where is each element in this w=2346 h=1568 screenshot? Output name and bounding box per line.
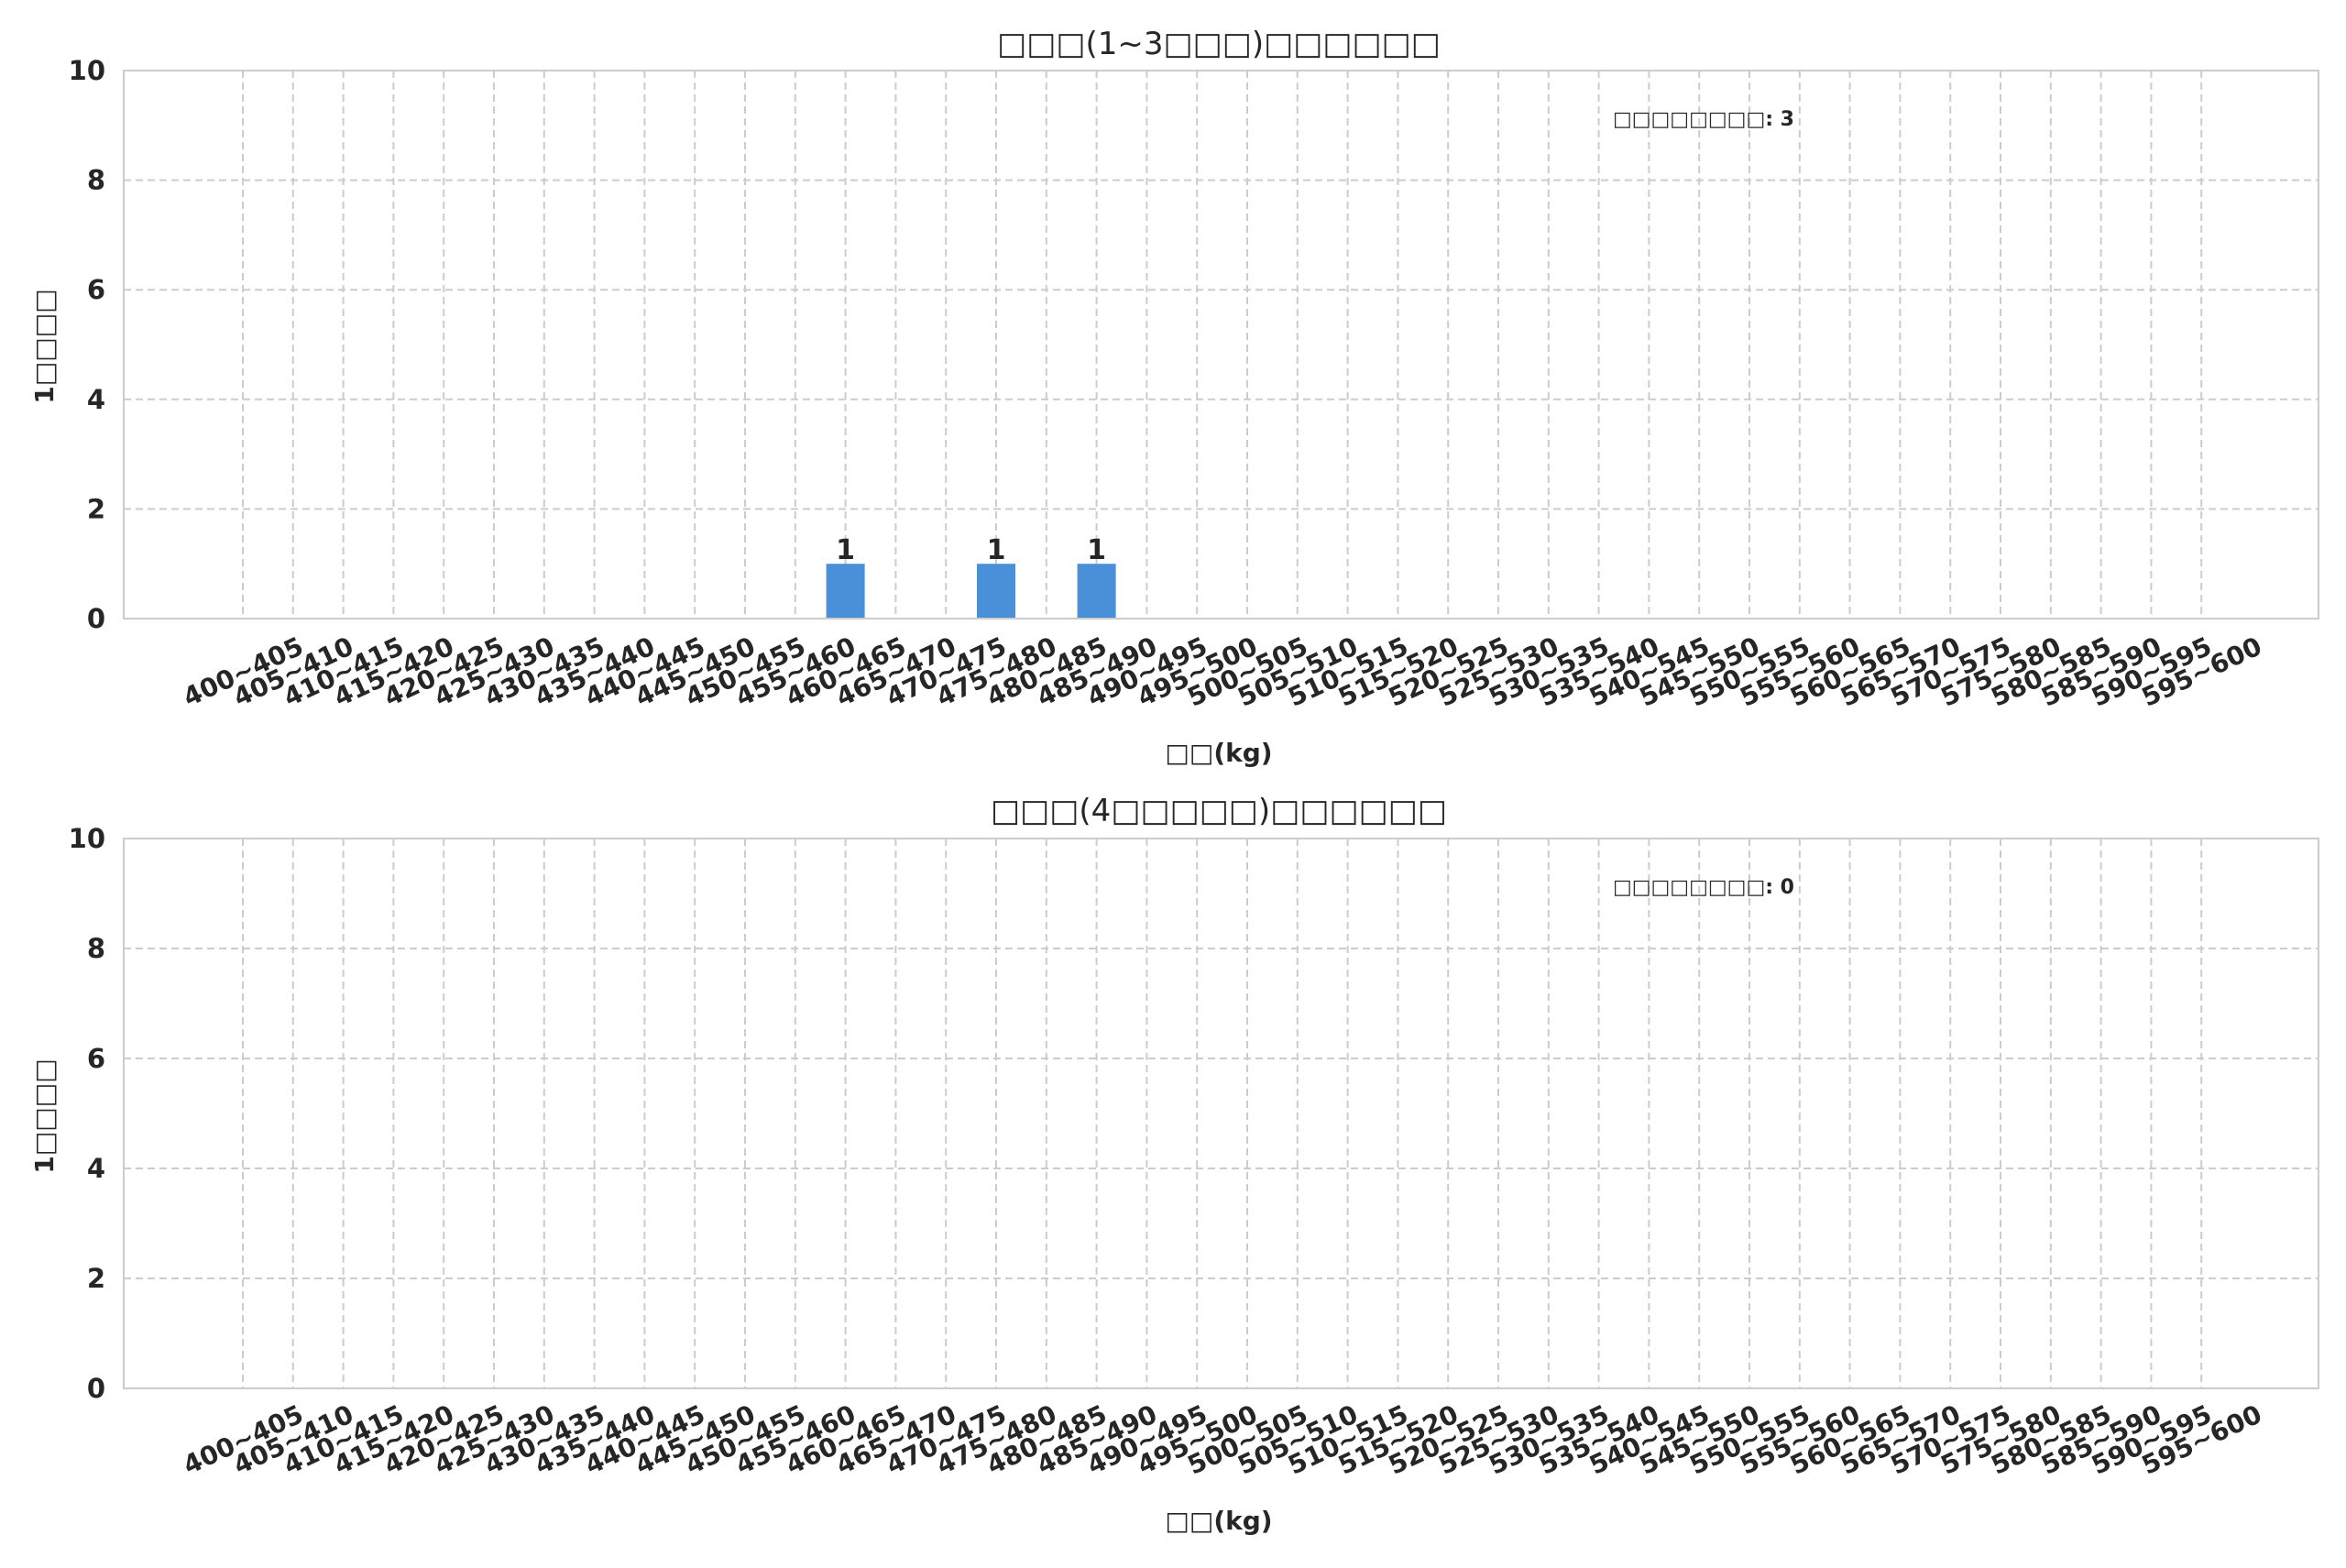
upper-bar-485~490 — [1077, 564, 1116, 619]
upper-y-tick-label: 4 — [87, 384, 105, 415]
upper-plot-frame — [123, 70, 2319, 620]
lower-chart-title: □□□(4□□□□□)□□□□□□ — [991, 793, 1447, 829]
upper-y-axis-label: 1□□□□ — [29, 289, 60, 403]
upper-y-tick-label: 0 — [87, 603, 105, 634]
lower-y-tick-label: 6 — [87, 1043, 105, 1074]
lower-y-tick-label: 10 — [69, 823, 105, 854]
lower-plot-frame — [123, 838, 2319, 1389]
upper-y-tick-label: 8 — [87, 165, 105, 196]
upper-y-tick-label: 2 — [87, 493, 105, 524]
upper-y-tick-label: 10 — [69, 55, 105, 86]
upper-y-tick-label: 6 — [87, 274, 105, 305]
lower-y-tick-label: 4 — [87, 1153, 105, 1184]
lower-y-tick-label: 0 — [87, 1373, 105, 1404]
upper-bar-475~480 — [977, 564, 1015, 619]
upper-chart-title: □□□(1~3□□□)□□□□□□ — [997, 26, 1441, 62]
lower-y-axis-label: 1□□□□ — [29, 1058, 60, 1173]
upper-x-axis-label: □□(kg) — [1165, 738, 1272, 768]
upper-bar-value-label: 1 — [1087, 534, 1106, 566]
lower-y-tick-label: 2 — [87, 1263, 105, 1294]
lower-y-tick-label: 8 — [87, 933, 105, 964]
upper-count-annotation: □□□□□□□□: 3 — [1613, 108, 1794, 131]
lower-x-axis-label: □□(kg) — [1165, 1506, 1272, 1536]
upper-bar-value-label: 1 — [987, 534, 1006, 566]
upper-bar-460~465 — [826, 564, 865, 619]
lower-count-annotation: □□□□□□□□: 0 — [1613, 876, 1794, 899]
upper-bar-value-label: 1 — [836, 534, 855, 566]
